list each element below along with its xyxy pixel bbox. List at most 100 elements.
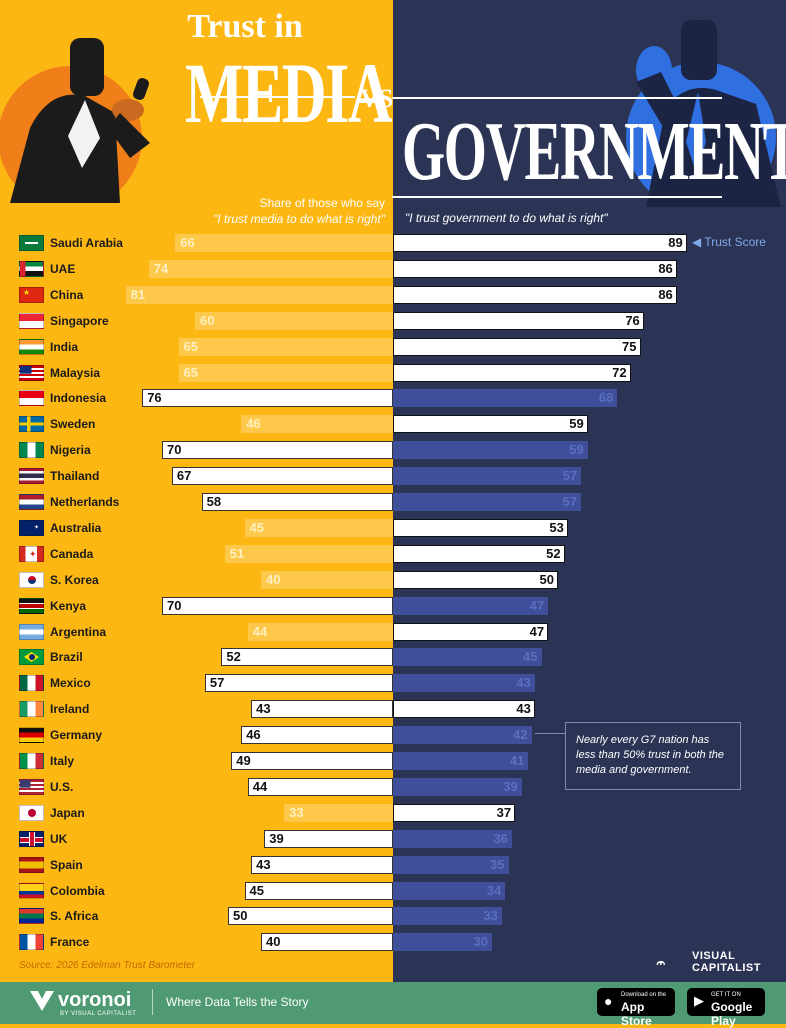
government-trust-bar [393,467,582,485]
country-label: S. Africa [50,909,99,923]
media-trust-value: 81 [130,287,146,302]
media-trust-bar [261,933,393,951]
media-trust-bar [251,700,393,718]
country-label: Spain [50,858,83,872]
uk-flag-icon [19,831,44,847]
france-flag-icon [19,934,44,950]
country-label: Colombia [50,884,105,898]
country-label: UAE [50,262,76,276]
government-trust-bar [393,519,568,537]
government-trust-bar [393,338,641,356]
media-trust-value: 58 [206,494,222,509]
government-trust-value: 57 [562,468,578,483]
government-trust-value: 47 [529,598,545,613]
government-trust-bar [393,441,588,459]
government-trust-value: 37 [496,805,512,820]
media-trust-value: 70 [167,442,182,457]
government-trust-value: 45 [523,649,538,664]
government-trust-value: 76 [625,313,640,328]
thailand-flag-icon [19,468,44,484]
triangle-left-icon: ◀ [692,235,702,249]
kenya-flag-icon [19,598,44,614]
media-trust-bar [244,519,393,537]
country-label: Italy [50,754,75,768]
government-trust-bar [393,571,558,589]
government-trust-value: 36 [493,831,508,846]
media-trust-bar [125,286,393,304]
government-trust-bar [393,700,535,718]
country-label: U.S. [50,780,74,794]
media-trust-bar [244,882,393,900]
country-label: Mexico [50,676,91,690]
country-label: Germany [50,728,103,742]
country-label: Saudi Arabia [50,236,123,250]
media-trust-value: 33 [289,805,304,820]
title-trust-in: Trust in [187,8,303,45]
voronoi-brand[interactable]: voronoi [58,989,132,1011]
media-trust-value: 70 [167,598,182,613]
government-trust-value: 86 [658,287,673,302]
government-trust-bar [393,597,549,615]
media-trust-value: 65 [183,339,198,354]
media-trust-value: 43 [256,701,271,716]
country-label: Malaysia [50,366,101,380]
title-media: MEDIA [185,45,393,141]
country-label: Ireland [50,702,90,716]
media-trust-value: 46 [246,416,261,431]
country-label: UK [50,832,68,846]
media-trust-value: 44 [252,624,268,639]
g7-annotation: Nearly every G7 nation has less than 50%… [565,722,741,790]
play-icon: ▶ [694,993,704,1008]
media-trust-value: 45 [249,520,264,535]
government-trust-value: 47 [529,624,545,639]
vc-line1: VISUAL [692,950,736,962]
colombia-flag-icon [19,883,44,899]
voronoi-logo-icon [30,991,54,1011]
app-store-button[interactable]: ● Download on the App Store [597,988,675,1028]
country-label: Canada [50,547,94,561]
mexico-flag-icon [19,675,44,691]
media-trust-bar [264,830,393,848]
media-trust-value: 44 [252,779,268,794]
trust-score-legend: ◀ Trust Score [692,235,766,249]
google-play-button[interactable]: ▶ GET IT ON Google Play [687,988,765,1028]
australia-flag-icon: ✦ [19,520,44,536]
media-trust-bar [178,338,393,356]
media-trust-bar [195,312,393,330]
government-trust-bar [393,364,631,382]
app-store-small: Download on the [621,992,667,998]
government-trust-bar [393,674,535,692]
government-trust-value: 52 [546,546,561,561]
source-note: Source: 2026 Edelman Trust Barometer [19,960,196,971]
media-trust-value: 49 [236,753,251,768]
government-trust-bar [393,648,542,666]
media-trust-value: 45 [249,883,264,898]
government-trust-value: 68 [598,390,614,405]
footer-divider [152,989,153,1015]
us-flag-icon [19,779,44,795]
media-trust-value: 39 [269,831,284,846]
government-trust-bar [393,623,549,641]
country-label: Brazil [50,650,83,664]
saudi-flag-icon [19,235,44,251]
media-trust-bar [241,415,393,433]
media-trust-bar [221,648,393,666]
india-flag-icon [19,339,44,355]
media-trust-bar [251,856,393,874]
government-trust-value: 43 [516,701,531,716]
media-trust-value: 43 [256,857,271,872]
media-trust-value: 40 [266,934,281,949]
vc-line2: CAPITALIST [692,962,761,974]
government-trust-value: 33 [483,908,498,923]
media-trust-bar [162,597,393,615]
government-trust-bar [393,389,618,407]
media-trust-value: 40 [266,572,281,587]
government-trust-value: 75 [622,339,637,354]
media-trust-value: 74 [153,261,169,276]
country-label: Indonesia [50,391,107,405]
country-label: France [50,935,90,949]
government-trust-value: 59 [569,416,584,431]
visual-capitalist-logo-icon [656,961,666,966]
government-trust-bar [393,260,677,278]
government-trust-bar [393,312,644,330]
